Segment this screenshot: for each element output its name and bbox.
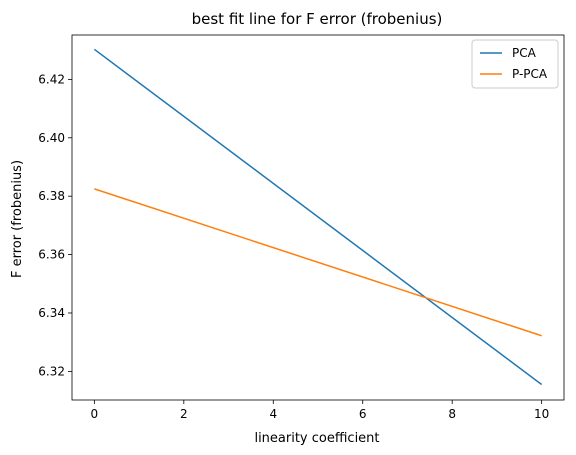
x-tick-label: 8 — [448, 407, 456, 421]
legend-label-pca: PCA — [512, 46, 537, 60]
axes-frame — [71, 34, 565, 401]
x-tick-label: 6 — [359, 407, 367, 421]
legend: PCA P-PCA — [471, 39, 559, 89]
x-tick-label: 2 — [180, 407, 188, 421]
x-tick-label: 0 — [91, 407, 99, 421]
chart-title: best fit line for F error (frobenius) — [192, 10, 443, 28]
y-tick-label: 6.34 — [38, 306, 65, 320]
legend-box — [471, 39, 559, 89]
legend-label-p-pca: P-PCA — [512, 67, 548, 81]
x-tick-label: 4 — [269, 407, 277, 421]
series-line-p-pca — [94, 188, 542, 337]
y-axis-label: F error (frobenius) — [10, 160, 25, 278]
x-tick-label: 10 — [534, 407, 549, 421]
series-line-pca — [93, 48, 543, 386]
ticks-layer: 0 2 4 6 8 10 6.32 6.34 6.36 6.38 6.40 6.42 — [38, 72, 549, 421]
y-tick-label: 6.42 — [38, 72, 65, 86]
x-axis-label: linearity coefficient — [254, 431, 379, 446]
y-tick-label: 6.40 — [38, 131, 65, 145]
y-tick-label: 6.36 — [38, 248, 65, 262]
y-tick-label: 6.38 — [38, 189, 65, 203]
series-layer — [93, 48, 543, 386]
y-tick-label: 6.32 — [38, 364, 65, 378]
